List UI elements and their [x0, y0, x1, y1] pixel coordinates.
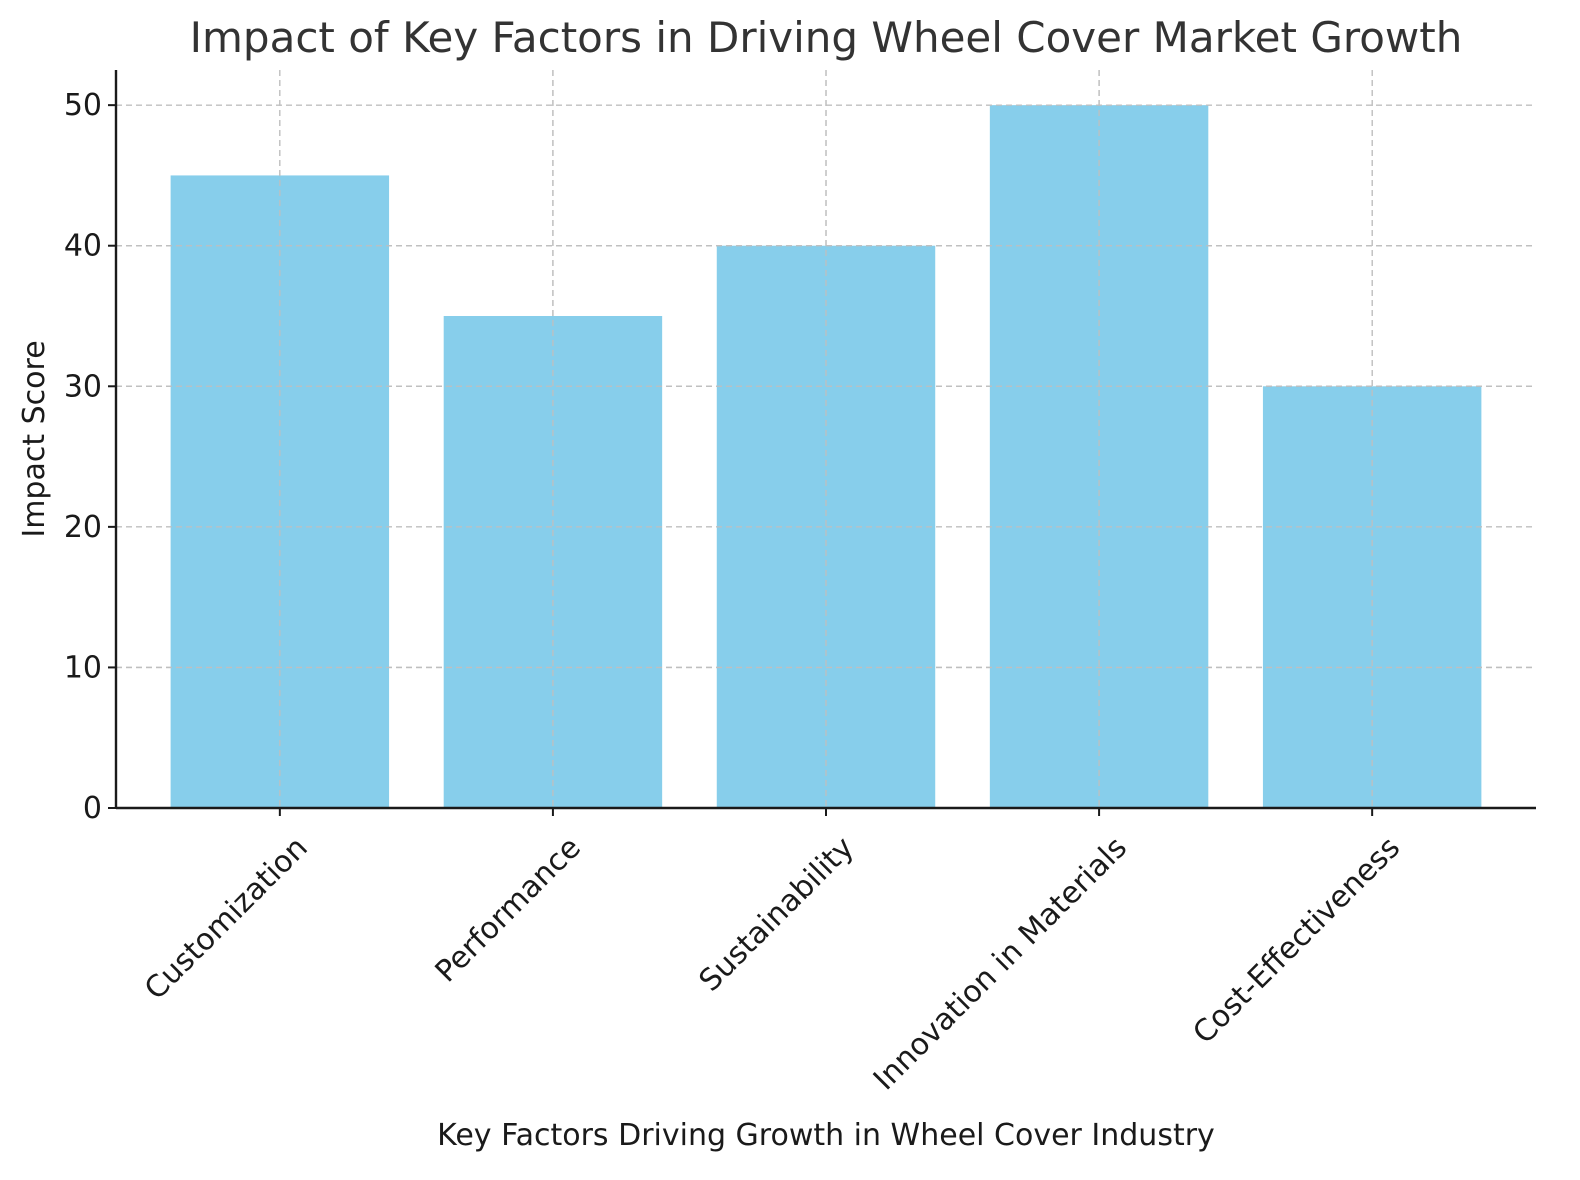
chart-title: Impact of Key Factors in Driving Wheel C…	[190, 13, 1463, 62]
y-axis-title: Impact Score	[17, 340, 52, 537]
bars	[116, 70, 1536, 808]
x-tick-label: Cost-Effectiveness	[1186, 830, 1407, 1051]
y-tick-label: 40	[64, 229, 102, 264]
y-tick-label: 20	[64, 510, 102, 545]
bar-cost-effectiveness	[1262, 386, 1482, 808]
y-ticks: 0 10 20 30 40 50	[64, 88, 116, 826]
y-tick-label: 0	[83, 791, 102, 826]
x-ticks: Customization Performance Sustainability In…	[138, 808, 1407, 1097]
y-tick-label: 50	[64, 88, 102, 123]
y-tick-label: 10	[64, 650, 102, 685]
x-tick-label: Innovation in Materials	[867, 830, 1134, 1097]
x-tick-label: Customization	[138, 830, 315, 1007]
x-tick-label: Sustainability	[693, 830, 861, 998]
y-tick-label: 30	[64, 369, 102, 404]
x-axis-title: Key Factors Driving Growth in Wheel Cove…	[437, 1118, 1215, 1153]
x-tick-label: Performance	[429, 830, 588, 989]
